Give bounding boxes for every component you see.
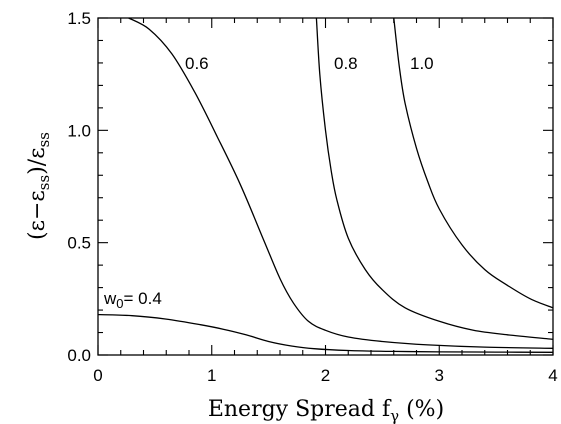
svg-text:(ε−εss)/εss: (ε−εss)/εss: [25, 132, 53, 240]
axis-ticks: [97, 17, 554, 356]
plot-area: [97, 17, 554, 356]
y-tick-label: 1.0: [67, 121, 91, 140]
curve-0.6: [128, 17, 554, 349]
y-tick-label: 0.0: [67, 346, 91, 365]
x-tick-label: 4: [548, 366, 557, 385]
curve-label-0.4: w0= 0.4: [103, 289, 162, 311]
y-tick-label: 1.5: [67, 9, 91, 28]
curves: [97, 17, 554, 353]
x-tick-label: 1: [207, 366, 216, 385]
y-tick-label: 0.5: [67, 234, 91, 253]
curve-00.4: [97, 313, 554, 353]
tick-labels: 0 1 2 3 4 0.0 0.5 1.0 1.5: [67, 9, 557, 385]
curve-1.0: [393, 17, 554, 309]
curve-label-1.0: 1.0: [410, 54, 434, 73]
x-tick-label: 3: [435, 366, 444, 385]
curve-0.8: [315, 17, 554, 340]
curve-label-0.8: 0.8: [334, 54, 358, 73]
curve-label-0.6: 0.6: [185, 54, 209, 73]
x-tick-label: 0: [93, 366, 102, 385]
plot-frame: [97, 17, 554, 356]
x-axis-title: Energy Spread fγ (%): [208, 397, 444, 424]
y-axis-title: (ε−εss)/εss: [25, 132, 53, 240]
x-tick-label: 2: [321, 366, 330, 385]
